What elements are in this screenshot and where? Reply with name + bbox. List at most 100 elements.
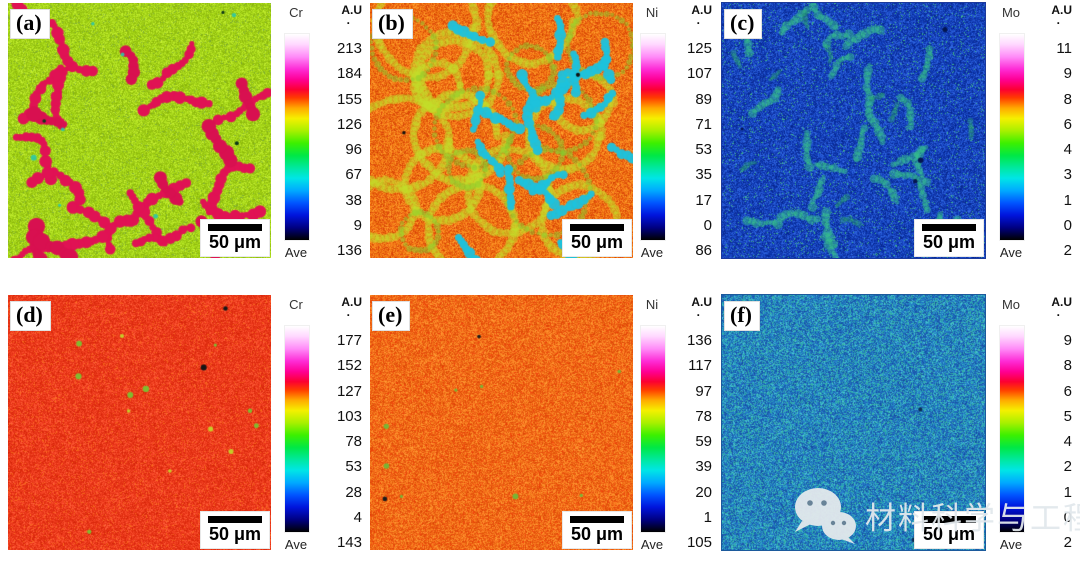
colorbar-tick: 126 xyxy=(336,115,362,133)
colorbar: Cr Ave xyxy=(282,295,310,555)
colorbar-tick: 8 xyxy=(1063,357,1072,375)
colorbar-units-dot: . xyxy=(1056,305,1060,319)
colorbar-gradient xyxy=(999,33,1025,241)
eds-map-panel-a: (a) 50 μm xyxy=(8,3,271,258)
scale-bar: 50 μm xyxy=(200,511,270,549)
colorbar-ave-label: Ave xyxy=(999,245,1023,260)
colorbar-tick: 1 xyxy=(1063,483,1072,501)
colorbar-tick-column: A.U . 177 152 127 103 78 53 28 4 143 xyxy=(322,295,364,555)
scale-bar: 50 μm xyxy=(914,511,984,549)
colorbar-ave-value: 86 xyxy=(695,242,712,259)
colorbar-ave-value: 2 xyxy=(1063,242,1072,259)
map-image xyxy=(8,295,271,550)
map-image xyxy=(370,295,633,550)
colorbar-tick: 125 xyxy=(686,40,712,57)
colorbar-units-label: A.U xyxy=(341,295,362,309)
colorbar-tick: 39 xyxy=(695,458,712,476)
map-image xyxy=(370,3,633,258)
colorbar-tick: 117 xyxy=(688,357,712,375)
colorbar: Mo Ave xyxy=(997,295,1025,555)
colorbar-tick: 127 xyxy=(336,382,362,400)
scale-bar-label: 50 μm xyxy=(208,524,262,544)
panel-label-text: (a) xyxy=(16,10,42,35)
colorbar-tick: 67 xyxy=(345,166,362,184)
colorbar-tick: 59 xyxy=(695,433,712,451)
scale-bar-line xyxy=(208,224,262,231)
colorbar: Cr Ave xyxy=(282,3,310,263)
panel-label-text: (c) xyxy=(730,10,755,35)
eds-map-panel-b: (b) 50 μm xyxy=(370,3,633,258)
colorbar-tick-column: A.U . 125 107 89 71 53 35 17 0 86 xyxy=(672,3,714,263)
scale-bar-line xyxy=(208,516,262,523)
colorbar-tick: 1 xyxy=(1063,191,1072,209)
colorbar-element-label: Ni xyxy=(645,5,659,20)
scale-bar-label: 50 μm xyxy=(922,232,976,252)
eds-map-panel-c: (c) 50 μm xyxy=(721,2,986,259)
wechat-icon xyxy=(795,488,856,544)
colorbar-tick: 9 xyxy=(1063,65,1072,83)
colorbar-tick: 0 xyxy=(1063,508,1072,526)
panel-label: (f) xyxy=(724,301,760,331)
colorbar-ave-label: Ave xyxy=(284,245,308,260)
colorbar-tick: 213 xyxy=(336,40,362,57)
colorbar-units-label: A.U xyxy=(341,3,362,17)
colorbar-tick: 155 xyxy=(336,90,362,108)
colorbar-tick: 97 xyxy=(695,382,712,400)
colorbar: Ni Ave xyxy=(638,295,666,555)
colorbar-units-dot: . xyxy=(1056,13,1060,27)
panel-label-text: (e) xyxy=(378,302,403,327)
colorbar-tick: 6 xyxy=(1063,115,1072,133)
panel-label: (b) xyxy=(372,9,413,39)
colorbar-tick: 4 xyxy=(1063,141,1072,159)
colorbar-gradient xyxy=(284,325,310,533)
colorbar-tick: 2 xyxy=(1063,458,1072,476)
colorbar: Mo Ave xyxy=(997,3,1025,263)
panel-label-text: (f) xyxy=(730,302,752,327)
colorbar-tick-list: 213 184 155 126 96 67 38 9 xyxy=(322,41,362,233)
scale-bar-line xyxy=(570,516,624,523)
colorbar-units-dot: . xyxy=(346,13,350,27)
colorbar-units-dot: . xyxy=(696,305,700,319)
colorbar-tick-list: 125 107 89 71 53 35 17 0 xyxy=(672,41,712,233)
colorbar-tick: 9 xyxy=(1063,332,1072,349)
scale-bar: 50 μm xyxy=(914,219,984,257)
colorbar-ave-label: Ave xyxy=(999,537,1023,552)
map-image xyxy=(8,3,271,258)
scale-bar-label: 50 μm xyxy=(208,232,262,252)
colorbar-tick: 0 xyxy=(1063,216,1072,234)
colorbar-tick: 20 xyxy=(695,483,712,501)
colorbar-tick: 107 xyxy=(686,65,712,83)
colorbar-tick: 9 xyxy=(353,216,362,234)
colorbar-units-label: A.U xyxy=(691,295,712,309)
colorbar-tick: 53 xyxy=(345,458,362,476)
eds-map-panel-f: (f) 50 μm xyxy=(721,294,986,551)
colorbar-tick-column: A.U . 136 117 97 78 59 39 20 1 105 xyxy=(672,295,714,555)
scale-bar-label: 50 μm xyxy=(922,524,976,544)
colorbar-tick: 5 xyxy=(1063,407,1072,425)
colorbar-tick: 136 xyxy=(686,332,712,349)
colorbar-tick-list: 177 152 127 103 78 53 28 4 xyxy=(322,333,362,525)
colorbar-ave-label: Ave xyxy=(640,537,664,552)
colorbar-ave-value: 143 xyxy=(336,534,362,551)
colorbar-tick: 96 xyxy=(345,141,362,159)
colorbar-element-label: Cr xyxy=(289,5,303,20)
colorbar-gradient xyxy=(640,325,666,533)
panel-label: (e) xyxy=(372,301,411,331)
colorbar-tick: 6 xyxy=(1063,382,1072,400)
colorbar-units-dot: . xyxy=(696,13,700,27)
colorbar-tick: 78 xyxy=(345,433,362,451)
colorbar-ave-value: 136 xyxy=(336,242,362,259)
colorbar-gradient xyxy=(999,325,1025,533)
colorbar-element-label: Mo xyxy=(1001,297,1021,312)
colorbar-tick: 152 xyxy=(336,357,362,375)
panel-label: (d) xyxy=(10,301,51,331)
scale-bar: 50 μm xyxy=(562,219,632,257)
colorbar-tick: 4 xyxy=(1063,433,1072,451)
colorbar-tick: 1 xyxy=(703,508,712,526)
colorbar-units-label: A.U xyxy=(691,3,712,17)
colorbar-gradient xyxy=(640,33,666,241)
colorbar-units-dot: . xyxy=(346,305,350,319)
colorbar-tick: 17 xyxy=(695,191,712,209)
scale-bar-line xyxy=(922,224,976,231)
